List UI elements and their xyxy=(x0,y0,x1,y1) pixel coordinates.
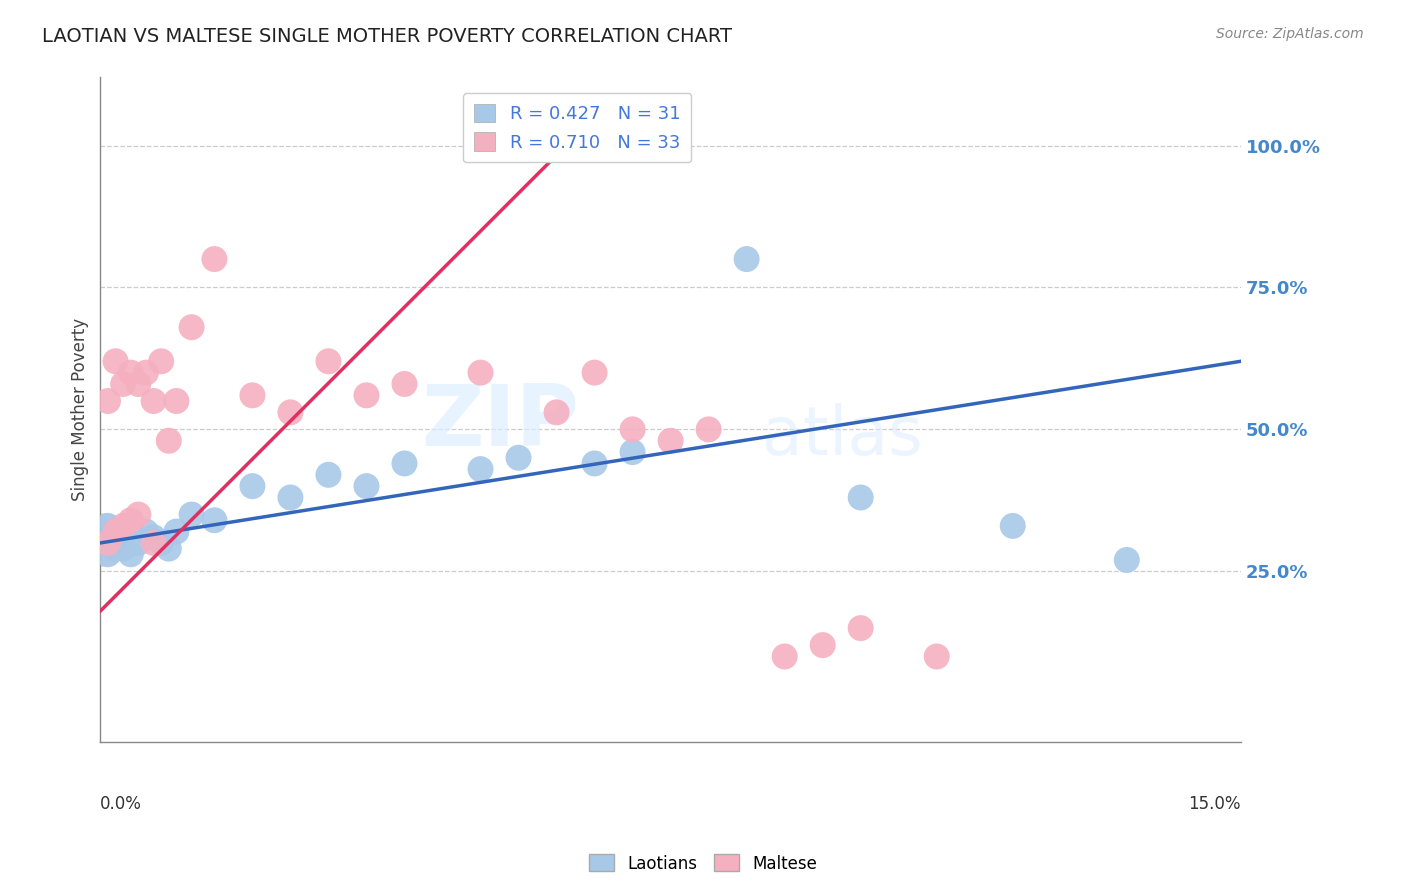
Point xyxy=(280,491,302,505)
Point xyxy=(394,457,416,471)
Point xyxy=(925,649,948,664)
Point xyxy=(356,388,378,402)
Point xyxy=(583,457,606,471)
Point xyxy=(127,376,149,391)
Point xyxy=(104,541,127,556)
Point xyxy=(180,508,202,522)
Point xyxy=(97,394,120,409)
Point xyxy=(470,366,492,380)
Point xyxy=(127,536,149,550)
Point xyxy=(104,524,127,539)
Point xyxy=(97,536,120,550)
Point xyxy=(127,508,149,522)
Text: 0.0%: 0.0% xyxy=(100,795,142,813)
Point xyxy=(697,422,720,436)
Point xyxy=(318,467,340,482)
Point xyxy=(142,394,165,409)
Point xyxy=(104,354,127,368)
Point xyxy=(811,638,834,652)
Text: ZIP: ZIP xyxy=(422,381,579,465)
Point xyxy=(356,479,378,493)
Point xyxy=(104,524,127,539)
Point xyxy=(97,547,120,561)
Point xyxy=(97,519,120,533)
Point xyxy=(120,366,142,380)
Point xyxy=(180,320,202,334)
Legend: R = 0.427   N = 31, R = 0.710   N = 33: R = 0.427 N = 31, R = 0.710 N = 33 xyxy=(463,93,692,162)
Point xyxy=(135,524,157,539)
Point xyxy=(120,519,142,533)
Point xyxy=(93,536,115,550)
Point xyxy=(120,547,142,561)
Point xyxy=(1115,553,1137,567)
Point xyxy=(849,621,872,635)
Point xyxy=(93,530,115,544)
Point xyxy=(135,366,157,380)
Point xyxy=(165,524,187,539)
Point xyxy=(1001,519,1024,533)
Point xyxy=(112,376,135,391)
Point xyxy=(112,519,135,533)
Y-axis label: Single Mother Poverty: Single Mother Poverty xyxy=(72,318,89,501)
Point xyxy=(97,536,120,550)
Point xyxy=(142,536,165,550)
Point xyxy=(165,394,187,409)
Point xyxy=(470,462,492,476)
Point xyxy=(104,536,127,550)
Text: LAOTIAN VS MALTESE SINGLE MOTHER POVERTY CORRELATION CHART: LAOTIAN VS MALTESE SINGLE MOTHER POVERTY… xyxy=(42,27,733,45)
Point xyxy=(849,491,872,505)
Point xyxy=(202,252,225,266)
Point xyxy=(142,530,165,544)
Text: 15.0%: 15.0% xyxy=(1188,795,1241,813)
Legend: Laotians, Maltese: Laotians, Maltese xyxy=(582,847,824,880)
Point xyxy=(120,513,142,527)
Point xyxy=(508,450,530,465)
Point xyxy=(773,649,796,664)
Point xyxy=(394,376,416,391)
Point xyxy=(150,354,173,368)
Point xyxy=(318,354,340,368)
Point xyxy=(280,405,302,419)
Point xyxy=(112,530,135,544)
Point xyxy=(242,479,264,493)
Point xyxy=(659,434,682,448)
Point xyxy=(150,536,173,550)
Point xyxy=(202,513,225,527)
Point xyxy=(112,541,135,556)
Point xyxy=(621,445,644,459)
Point xyxy=(242,388,264,402)
Text: Source: ZipAtlas.com: Source: ZipAtlas.com xyxy=(1216,27,1364,41)
Point xyxy=(157,434,180,448)
Point xyxy=(157,541,180,556)
Point xyxy=(621,422,644,436)
Point xyxy=(735,252,758,266)
Text: atlas: atlas xyxy=(762,403,922,469)
Point xyxy=(583,366,606,380)
Point xyxy=(546,405,568,419)
